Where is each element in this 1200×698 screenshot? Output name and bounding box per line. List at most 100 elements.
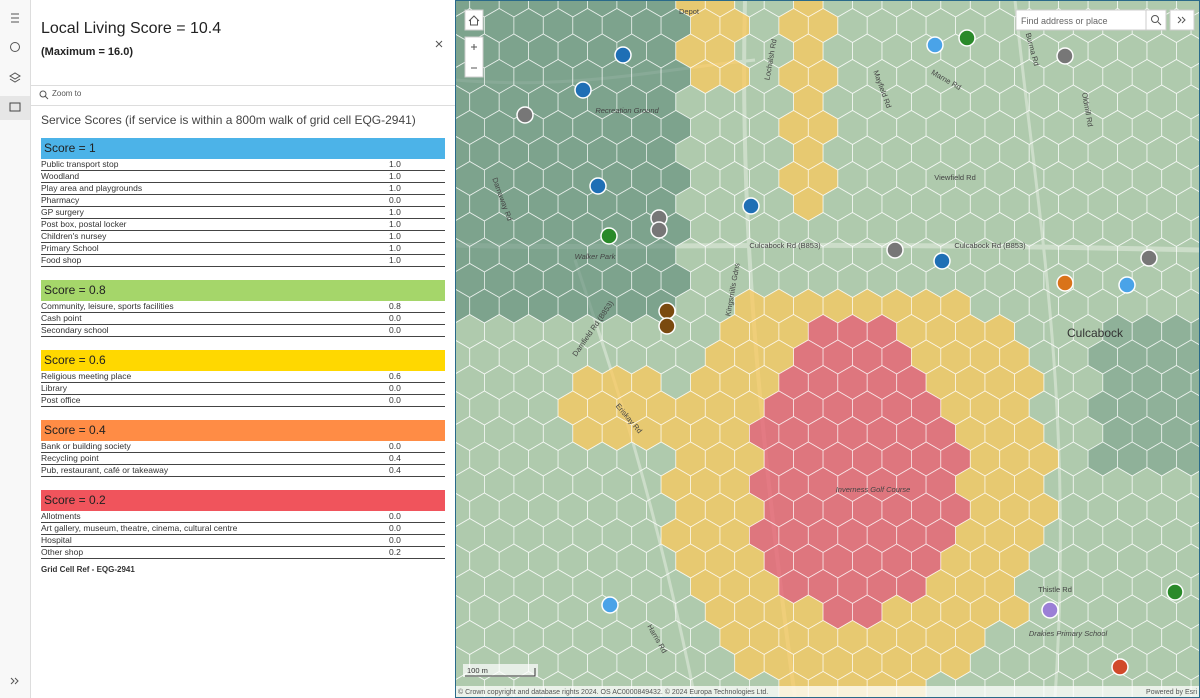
legend-button[interactable] <box>11 13 19 23</box>
service-value: 1.0 <box>389 207 401 217</box>
popup-panel: Local Living Score = 10.4 (Maximum = 16.… <box>31 0 455 698</box>
poi-icon <box>600 227 618 245</box>
service-value: 0.4 <box>389 465 401 475</box>
service-name: Community, leisure, sports facilities <box>41 301 174 311</box>
home-icon <box>468 15 480 26</box>
service-value: 0.0 <box>389 383 401 393</box>
layers-button[interactable] <box>9 72 21 83</box>
popup-title: Local Living Score = 10.4 <box>41 20 222 37</box>
service-value: 0.6 <box>389 371 401 381</box>
zoom-control[interactable] <box>464 36 484 78</box>
section-heading: Service Scores (if service is within a 8… <box>41 113 416 127</box>
zoom-icon <box>39 90 49 100</box>
service-name: Library <box>41 383 67 393</box>
poi-icon <box>574 81 592 99</box>
selected-tab[interactable] <box>0 96 30 120</box>
service-name: Public transport stop <box>41 159 119 169</box>
poi-icon <box>886 241 904 259</box>
powered-by: Powered by Esri <box>1146 689 1197 696</box>
score-group: Score = 0.6 Religious meeting place 0.6 Lib… <box>41 350 445 407</box>
poi-icon <box>1166 583 1184 601</box>
service-value: 1.0 <box>389 159 401 169</box>
service-value: 1.0 <box>389 255 401 265</box>
poi-icon <box>958 29 976 47</box>
scale-bar <box>465 668 536 677</box>
poi-icon <box>650 221 668 239</box>
service-row: Bank or building society 0.0 <box>41 441 445 453</box>
map-label: Culcabock Rd (B853) <box>954 241 1026 250</box>
service-name: Play area and playgrounds <box>41 183 143 193</box>
service-name: Art gallery, museum, theatre, cinema, cu… <box>41 523 238 533</box>
service-name: Woodland <box>41 171 80 181</box>
poi-icon <box>516 106 534 124</box>
service-value: 0.0 <box>389 195 401 205</box>
service-name: Bank or building society <box>41 441 131 451</box>
service-value: 0.0 <box>389 511 401 521</box>
service-value: 1.0 <box>389 183 401 193</box>
poi-icon <box>658 302 676 320</box>
poi-icon <box>589 177 607 195</box>
poi-icon <box>1056 274 1074 292</box>
popup-subtitle: (Maximum = 16.0) <box>41 46 134 58</box>
group-header: Score = 0.2 <box>41 490 445 511</box>
service-row: Library 0.0 <box>41 383 445 395</box>
details-icon <box>9 102 21 112</box>
map-label: Inverness Golf Course <box>836 485 911 494</box>
poi-icon <box>614 46 632 64</box>
service-row: Primary School 1.0 <box>41 243 445 255</box>
home-button[interactable] <box>464 9 484 31</box>
attribution: © Crown copyright and database rights 20… <box>458 688 768 696</box>
service-name: Secondary school <box>41 325 109 335</box>
grid-ref: Grid Cell Ref - EQG-2941 <box>41 565 135 574</box>
group-header: Score = 1 <box>41 138 445 159</box>
divider <box>31 105 455 106</box>
service-value: 0.8 <box>389 301 401 311</box>
service-value: 1.0 <box>389 231 401 241</box>
service-row: Food shop 1.0 <box>41 255 445 267</box>
service-value: 1.0 <box>389 171 401 181</box>
service-row: Hospital 0.0 <box>41 535 445 547</box>
poi-icon <box>658 317 676 335</box>
poi-icon <box>601 596 619 614</box>
attribution-bar <box>455 686 1200 698</box>
score-group: Score = 0.8 Community, leisure, sports fa… <box>41 280 445 337</box>
poi-icon <box>1118 276 1136 294</box>
service-row: Community, leisure, sports facilities 0.8 <box>41 301 445 313</box>
service-value: 0.4 <box>389 453 401 463</box>
map-label: Thistle Rd <box>1038 585 1072 594</box>
expand-search[interactable] <box>1169 9 1195 31</box>
service-name: Children's nursey <box>41 231 107 241</box>
service-value: 0.0 <box>389 313 401 323</box>
service-row: Pub, restaurant, café or takeaway 0.4 <box>41 465 445 477</box>
service-name: Post box, postal locker <box>41 219 127 229</box>
service-row: Secondary school 0.0 <box>41 325 445 337</box>
poi-icon <box>1111 658 1129 676</box>
map[interactable]: Recreation Ground Walker Park Culcabock Rd… <box>455 0 1200 698</box>
close-button[interactable] <box>434 39 444 49</box>
service-value: 0.0 <box>389 535 401 545</box>
service-name: Primary School <box>41 243 99 253</box>
service-row: Cash point 0.0 <box>41 313 445 325</box>
service-value: 0.0 <box>389 325 401 335</box>
map-label: Culcabock <box>1067 326 1124 340</box>
service-row: Art gallery, museum, theatre, cinema, cu… <box>41 523 445 535</box>
service-row: Woodland 1.0 <box>41 171 445 183</box>
service-value: 0.0 <box>389 523 401 533</box>
score-group: Score = 1 Public transport stop 1.0 Woodlan… <box>41 138 445 267</box>
service-name: Pub, restaurant, café or takeaway <box>41 465 169 475</box>
expand-button[interactable] <box>10 677 19 685</box>
score-group: Score = 0.2 Allotments 0.0 Art gallery, mus… <box>41 490 445 559</box>
service-row: Post box, postal locker 1.0 <box>41 219 445 231</box>
service-row: Allotments 0.0 <box>41 511 445 523</box>
poi-icon <box>742 197 760 215</box>
info-button[interactable] <box>10 42 20 52</box>
zoom-to[interactable]: Zoom to <box>52 89 82 98</box>
search-icon <box>1151 15 1159 23</box>
search-button[interactable] <box>1145 9 1167 31</box>
map-label: Depot <box>679 7 700 16</box>
service-row: Pharmacy 0.0 <box>41 195 445 207</box>
divider <box>31 85 455 86</box>
group-header: Score = 0.6 <box>41 350 445 371</box>
service-value: 0.2 <box>389 547 401 557</box>
